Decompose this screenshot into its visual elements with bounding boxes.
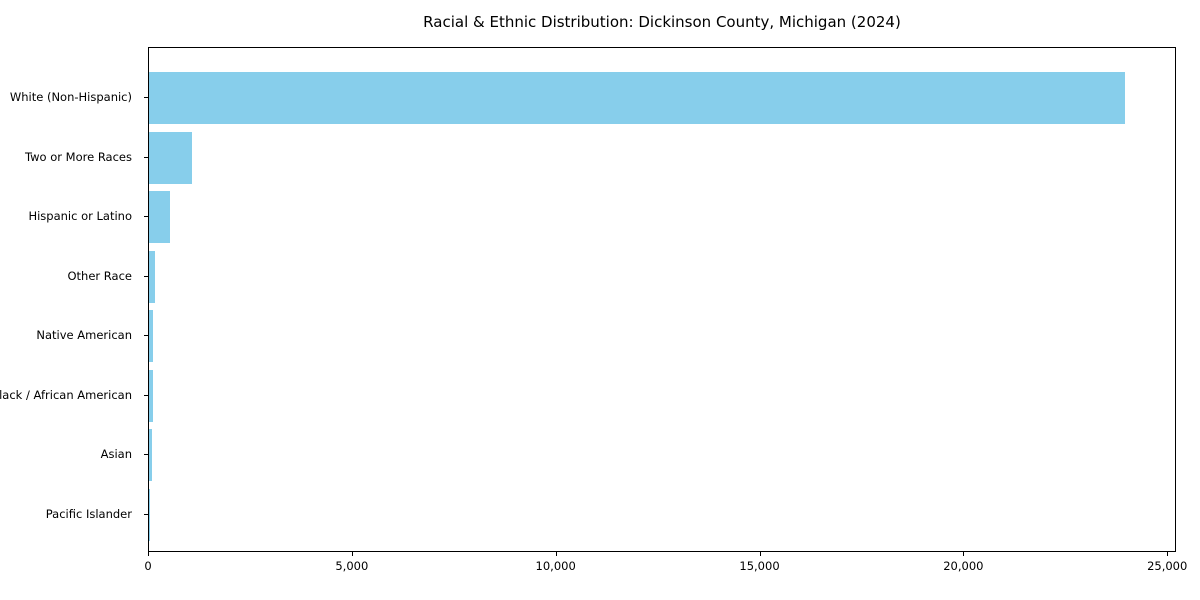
y-tick-mark — [144, 513, 148, 515]
y-tick-mark — [144, 335, 148, 337]
y-axis-label-white-non-hispanic: White (Non-Hispanic) — [9, 90, 132, 104]
y-tick-mark — [144, 216, 148, 218]
bar-two-or-more-races — [149, 131, 192, 184]
bar-asian — [149, 429, 153, 482]
x-tick-mark — [1167, 552, 1169, 556]
x-axis-tick-label: 20,000 — [943, 559, 984, 573]
x-axis-tick-label: 0 — [144, 559, 152, 573]
y-tick-mark — [144, 454, 148, 456]
bar-pacific-islander — [149, 488, 150, 541]
plot-area — [148, 47, 1176, 552]
x-tick-mark — [759, 552, 761, 556]
y-tick-mark — [144, 394, 148, 396]
bar-black-african-american — [149, 369, 153, 422]
y-axis-label-asian: Asian — [100, 447, 132, 462]
y-axis-label-other-race: Other Race — [67, 268, 133, 283]
x-axis-tick-label: 25,000 — [1147, 559, 1188, 573]
x-tick-mark — [148, 552, 149, 556]
y-axis-label-native-american: Native American — [36, 328, 132, 343]
x-tick-mark — [963, 552, 965, 556]
chart-title: Racial & Ethnic Distribution: Dickinson … — [423, 13, 901, 31]
bar-other-race — [149, 250, 155, 303]
y-axis-label-two-or-more-races: Two or More Races — [25, 149, 132, 164]
y-tick-mark — [144, 156, 148, 158]
x-tick-mark — [555, 552, 557, 556]
y-axis-label-pacific-islander: Pacific Islander — [45, 506, 132, 521]
y-axis-label-hispanic-or-latino: Hispanic or Latino — [28, 209, 132, 224]
y-tick-mark — [144, 275, 148, 277]
bar-white-non-hispanic — [149, 72, 1125, 124]
bar-native-american — [149, 310, 154, 363]
bar-hispanic-or-latino — [149, 191, 171, 244]
y-tick-mark — [144, 97, 148, 98]
x-tick-mark — [351, 552, 353, 556]
y-axis-label-black-african-american: Black / African American — [0, 387, 132, 402]
x-axis-tick-label: 10,000 — [535, 559, 576, 573]
x-axis-tick-label: 15,000 — [739, 559, 780, 573]
x-axis-tick-label: 5,000 — [335, 559, 369, 573]
